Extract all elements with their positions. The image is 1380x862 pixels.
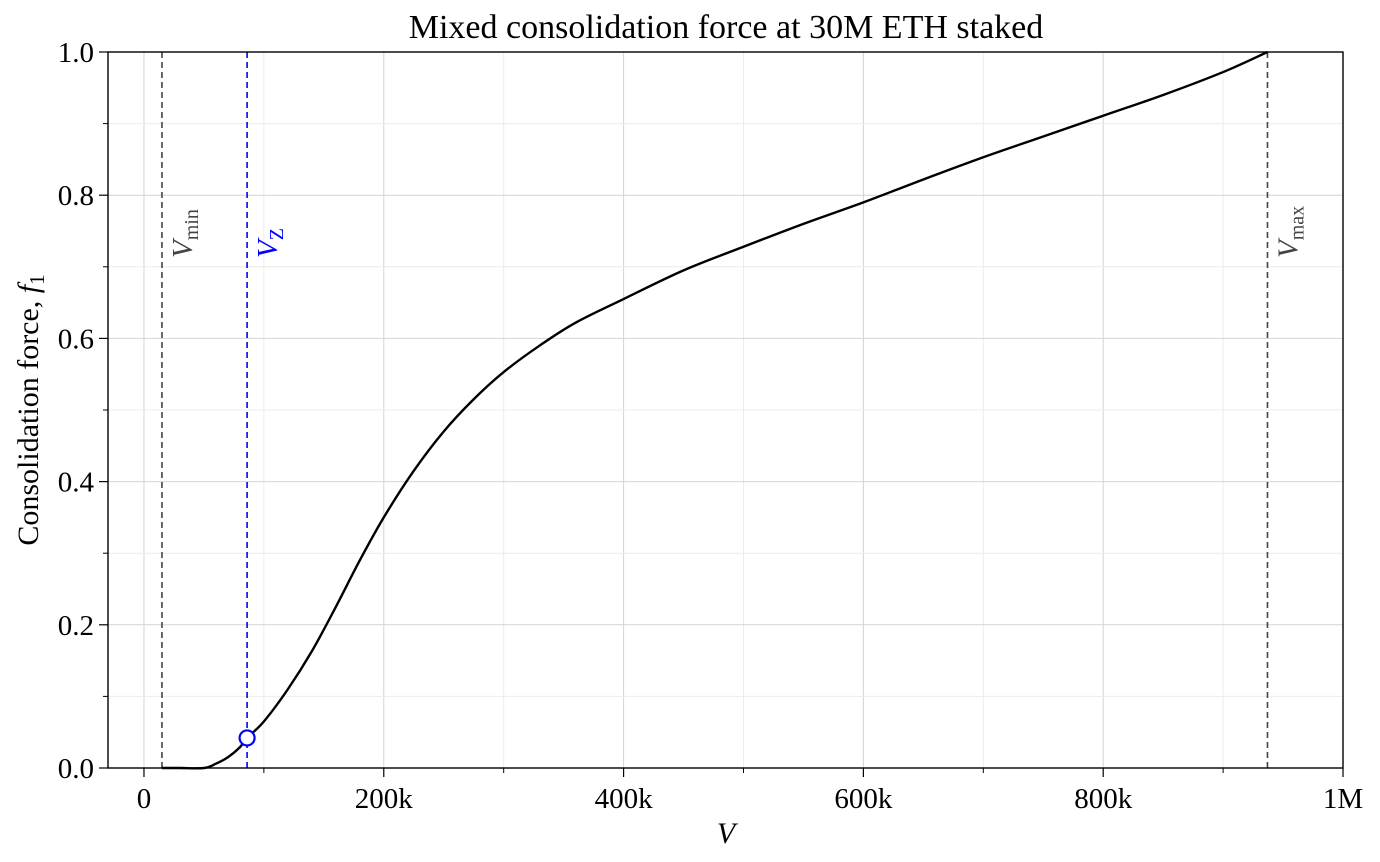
y-axis-label-text: Consolidation force,: [12, 293, 45, 545]
reference-line-label-z: VZ: [252, 228, 288, 258]
x-tick-label: 0: [137, 783, 152, 815]
reference-line-label-symbol: V: [1272, 237, 1304, 258]
x-axis-label: V: [717, 817, 739, 850]
chart-title: Mixed consolidation force at 30M ETH sta…: [409, 9, 1044, 46]
axis-ticks: [99, 51, 1344, 777]
y-tick-label: 0.0: [58, 753, 94, 785]
reference-line-label-symbol: V: [167, 237, 199, 258]
reference-line-label-max: Vmax: [1272, 206, 1308, 258]
x-tick-label: 400k: [595, 783, 654, 815]
reference-line-label-min: Vmin: [167, 209, 203, 258]
x-tick-label: 800k: [1074, 783, 1133, 815]
series-layer: [161, 50, 1268, 770]
y-axis-label: Consolidation force, f1: [12, 274, 49, 545]
y-tick-label: 0.4: [58, 467, 95, 499]
reference-line-label-symbol: V: [252, 237, 284, 258]
reference-line-label-subscript: min: [181, 209, 203, 240]
y-tick-label: 0.8: [58, 180, 94, 212]
x-tick-label: 200k: [355, 783, 414, 815]
vz-marker-point: [238, 729, 256, 747]
y-tick-label: 0.2: [58, 610, 94, 642]
grid-lines: [108, 51, 1344, 769]
axis-tick-labels: 0 200k 400k 600k 800k 1M 0.0 0.2 0.4 0.6 0.8 1.0: [58, 37, 1363, 815]
marker-layer: [238, 729, 256, 747]
series-line-0: [161, 50, 1268, 770]
x-tick-label: 1M: [1323, 783, 1363, 815]
x-tick-label: 600k: [834, 783, 893, 815]
reference-line-label-subscript: Z: [266, 228, 288, 240]
y-tick-label: 1.0: [58, 37, 94, 69]
y-axis-label-subscript: 1: [25, 274, 49, 285]
reference-line-label-subscript: max: [1286, 206, 1308, 240]
y-tick-label: 0.6: [58, 323, 94, 355]
